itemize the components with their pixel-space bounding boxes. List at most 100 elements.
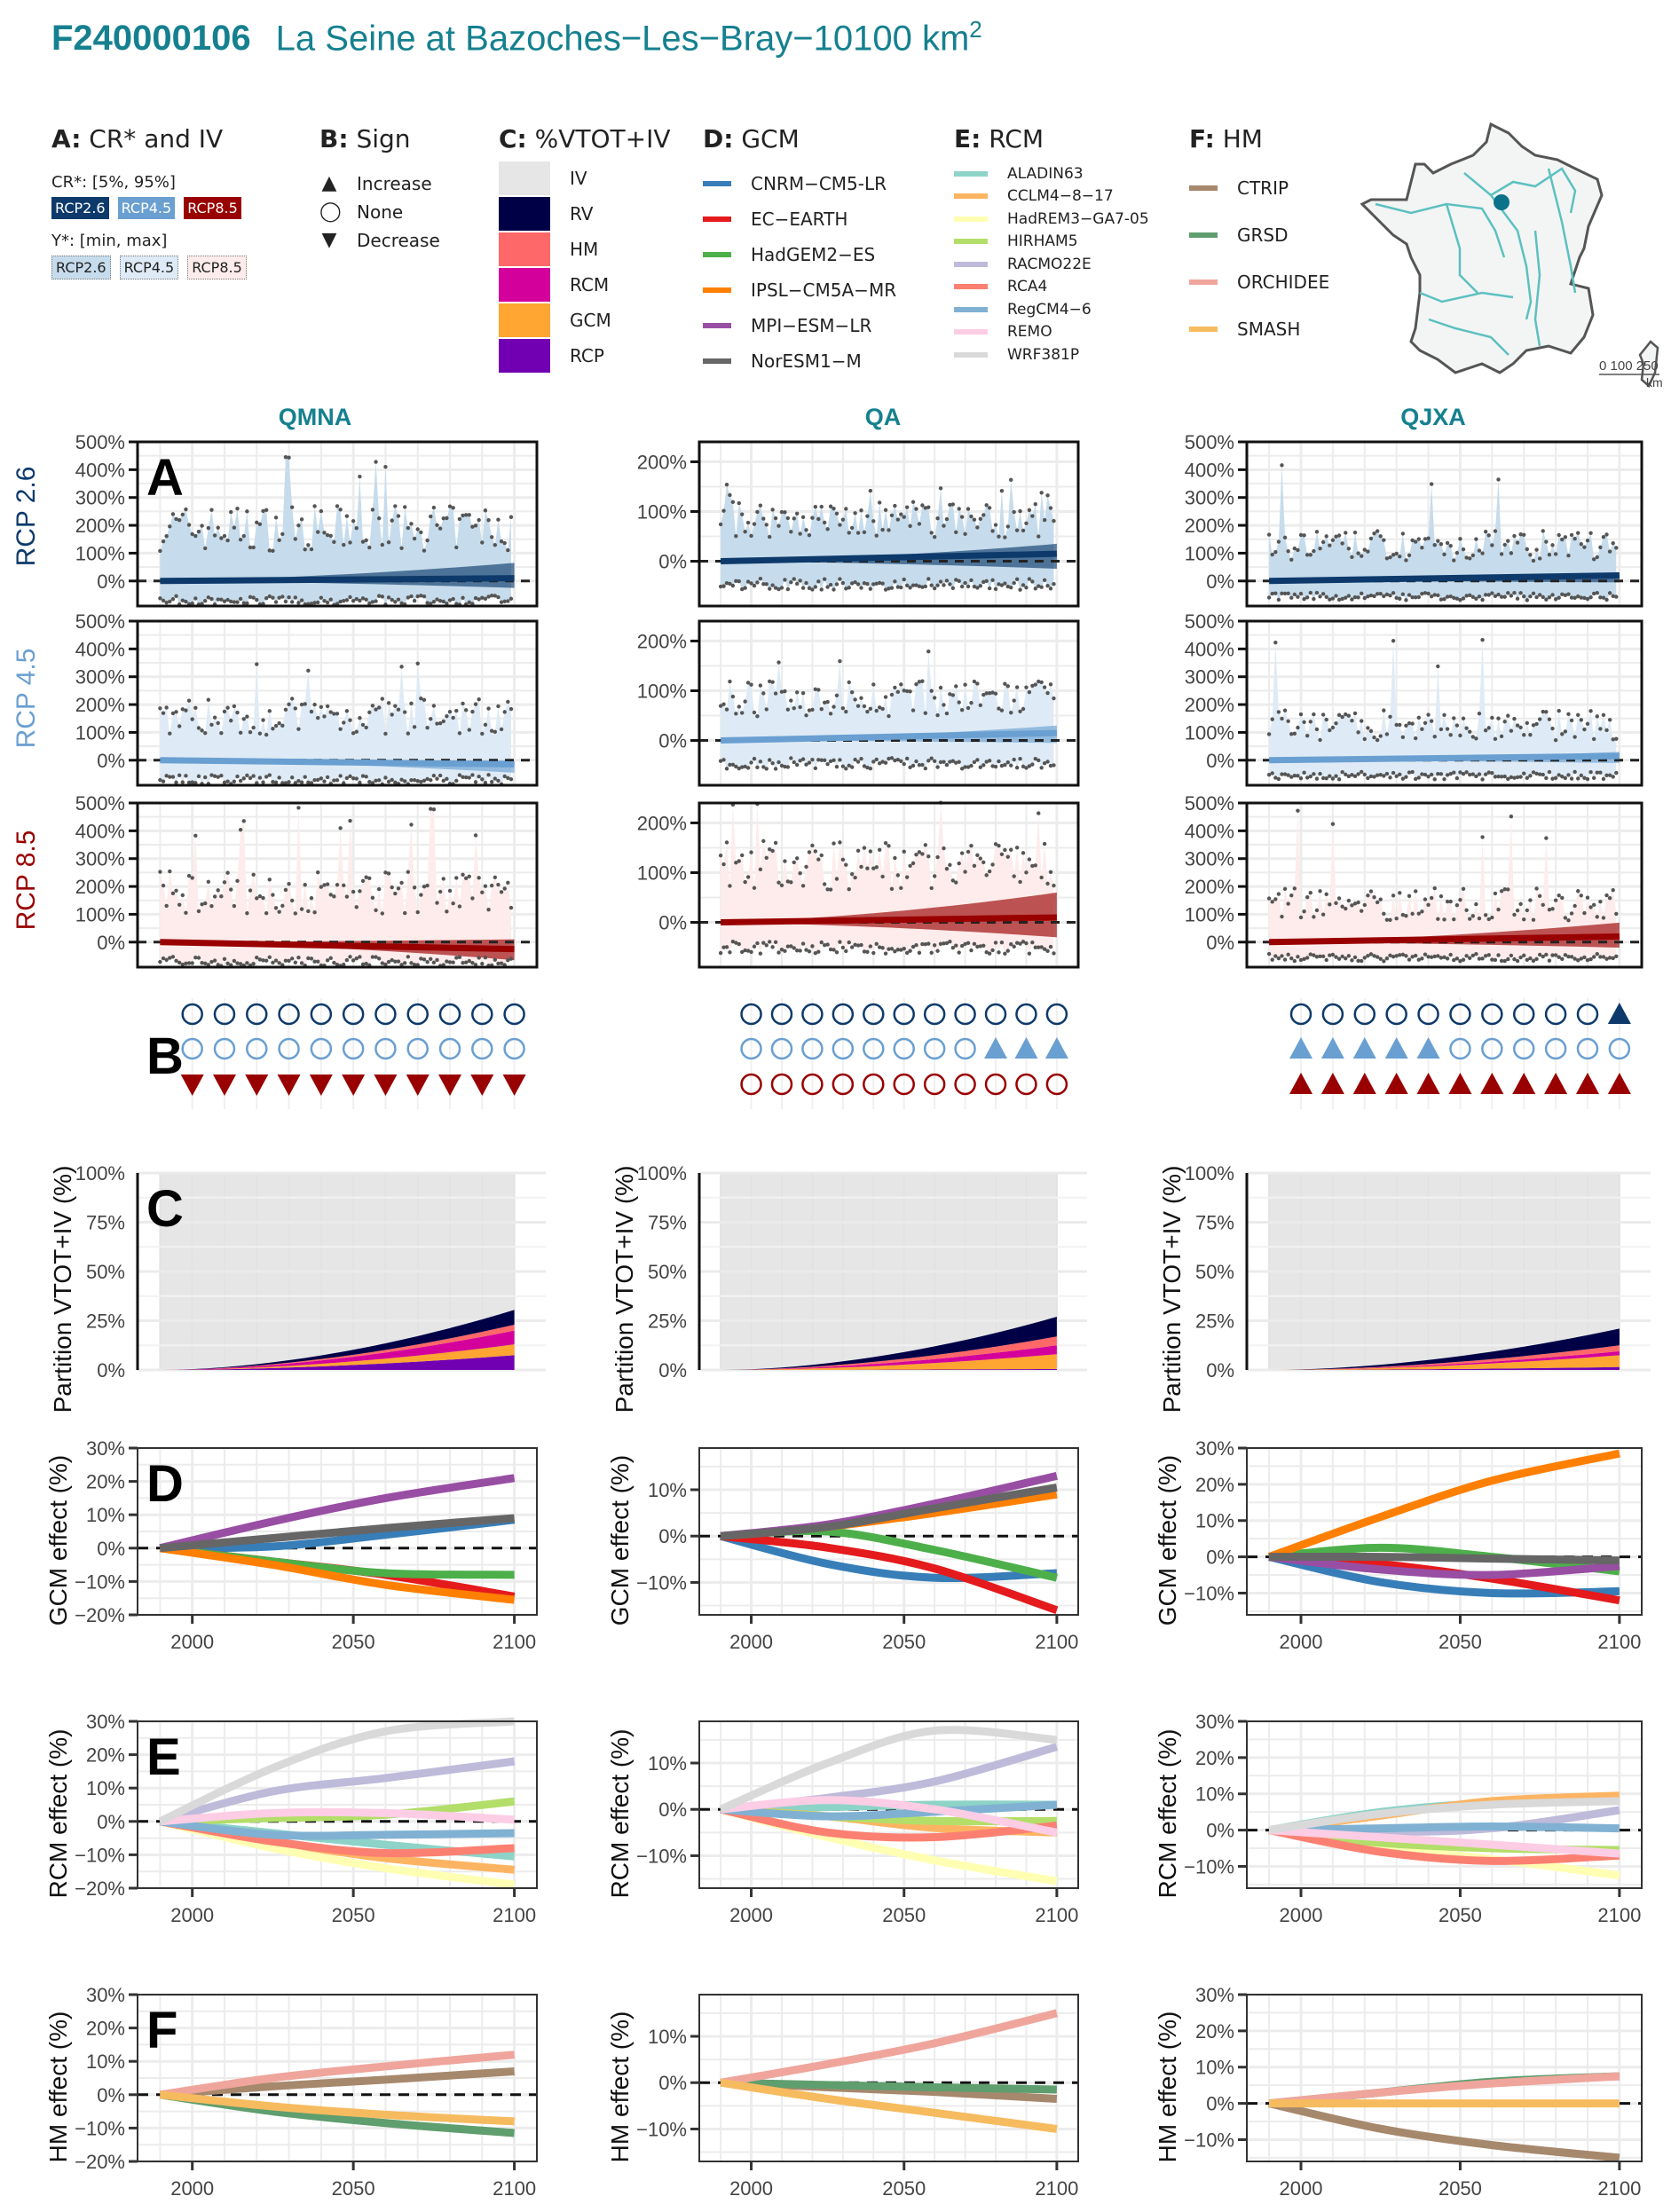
data-point: [1496, 477, 1501, 482]
x-tick-label: 2000: [170, 1904, 214, 1926]
data-point: [959, 584, 965, 589]
data-point: [740, 512, 745, 516]
y-tick-label: 500%: [1185, 431, 1234, 453]
data-point: [255, 520, 259, 524]
data-point: [1553, 775, 1558, 780]
data-point: [813, 849, 818, 854]
data-point: [467, 513, 471, 517]
series-line-grsd: [721, 2078, 1057, 2094]
data-point: [1509, 775, 1514, 780]
data-point: [789, 579, 793, 585]
data-point: [306, 780, 311, 785]
data-point: [768, 534, 772, 539]
data-point: [393, 504, 398, 508]
x-tick-label: 2100: [493, 2177, 536, 2200]
data-point: [813, 505, 818, 509]
data-point: [1423, 591, 1428, 595]
data-point: [1388, 714, 1392, 719]
sign-none-icon: [1385, 1003, 1407, 1026]
data-point: [190, 531, 194, 537]
data-point: [816, 949, 821, 954]
data-point: [277, 775, 281, 780]
legend-c-swatch: [499, 303, 550, 337]
data-point: [895, 689, 901, 695]
sign-none-icon: [954, 1073, 976, 1096]
data-point: [200, 901, 204, 907]
data-point: [1414, 595, 1418, 600]
sign-none-icon: [863, 1073, 885, 1096]
data-point: [849, 765, 855, 769]
data-point: [196, 909, 201, 914]
data-point: [1442, 776, 1446, 782]
data-point: [1292, 886, 1297, 891]
data-point: [957, 507, 961, 511]
data-point: [764, 707, 769, 712]
data-point: [1598, 900, 1603, 904]
data-point: [740, 711, 745, 715]
data-point: [1525, 547, 1530, 552]
data-point: [1416, 594, 1421, 600]
y-tick-label: 500%: [1185, 792, 1234, 815]
data-point: [496, 882, 501, 887]
y-axis-title: HM effect (%): [606, 2011, 634, 2163]
data-point: [978, 765, 983, 769]
area-rcp: [160, 1355, 515, 1370]
data-point: [1270, 771, 1274, 775]
data-point: [232, 525, 237, 530]
data-point: [1414, 776, 1418, 782]
data-point: [1404, 558, 1408, 563]
data-point: [1509, 728, 1514, 733]
data-point: [749, 760, 753, 765]
legF-label: ORCHIDEE: [1237, 271, 1330, 293]
data-point: [251, 872, 256, 877]
sign-increase-icon: [1480, 1073, 1504, 1094]
data-point: [865, 866, 870, 870]
legD-label: IPSL−CM5A−MR: [751, 279, 897, 301]
data-point: [764, 582, 769, 586]
data-point: [358, 780, 362, 785]
data-point: [506, 599, 510, 603]
data-point: [1486, 953, 1491, 957]
data-point: [412, 963, 417, 967]
data-point: [914, 583, 918, 587]
data-point: [493, 875, 498, 879]
data-point: [374, 707, 378, 712]
data-point: [1563, 775, 1568, 781]
data-point: [1611, 594, 1615, 599]
data-point: [893, 503, 897, 508]
data-point: [508, 596, 514, 601]
data-point: [1496, 907, 1501, 912]
data-point: [1366, 594, 1370, 599]
data-point: [1398, 891, 1402, 895]
data-point: [170, 597, 176, 602]
sign-none-icon: [438, 1003, 461, 1026]
legend-b-title: Sign: [356, 124, 411, 154]
data-point: [779, 689, 784, 694]
y-tick-label: 100%: [75, 721, 125, 744]
y-tick-label: 200%: [1185, 515, 1234, 537]
data-point: [993, 586, 998, 592]
data-point: [437, 889, 443, 894]
data-point: [855, 704, 861, 708]
data-point: [1480, 638, 1485, 642]
y-tick-label: 0%: [97, 932, 125, 954]
data-point: [926, 854, 931, 859]
data-point: [1292, 773, 1297, 778]
y-axis-title: Partition VTOT+IV (%): [611, 1166, 638, 1413]
sign-none-icon: [801, 1037, 824, 1060]
data-point: [1334, 955, 1338, 959]
data-point: [177, 902, 182, 907]
y-tick-label: −10%: [1184, 1582, 1234, 1604]
data-point: [776, 880, 781, 885]
mean-line: [160, 575, 515, 585]
legD-line-swatch: [703, 323, 731, 328]
data-point: [718, 950, 723, 956]
data-point: [1458, 898, 1462, 902]
data-point: [950, 586, 956, 591]
data-point: [289, 775, 295, 780]
data-point: [437, 599, 443, 603]
legE-item: CCLM4−8−17: [954, 185, 1149, 209]
data-point: [508, 515, 514, 519]
y-axis-title: Partition VTOT+IV (%): [49, 1166, 76, 1413]
data-point: [1289, 557, 1294, 563]
